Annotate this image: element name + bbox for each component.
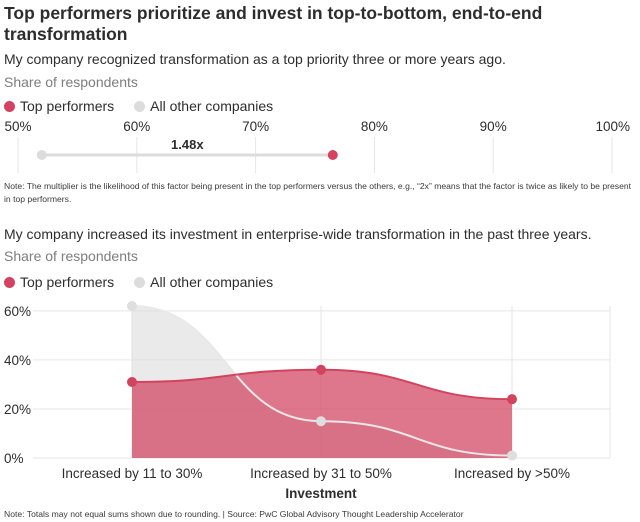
legend-item-other-2: All other companies xyxy=(134,274,273,290)
x-tick-label: 50% xyxy=(4,119,31,134)
legend-swatch-other xyxy=(134,100,146,112)
dumbbell-chart: 50% 60% 70% 80% 90% 100% 1.48x xyxy=(4,119,630,173)
legend-label-top: Top performers xyxy=(20,98,115,114)
legend-item-top-performers-2: Top performers xyxy=(4,274,114,290)
chart1-subtitle: Share of respondents xyxy=(4,74,138,90)
legend-item-top-performers: Top performers xyxy=(4,98,114,114)
legend-label-other: All other companies xyxy=(150,98,274,114)
page-title: Top performers prioritize and invest in … xyxy=(4,3,543,44)
y-tick-label: 60% xyxy=(4,304,31,319)
chart1-legend: Top performers All other companies xyxy=(4,98,293,114)
area-top-performers xyxy=(132,369,512,458)
point-top-performers xyxy=(316,364,326,375)
point-other-companies xyxy=(316,416,326,427)
area-chart: 0% 20% 40% 60% Increased by 11 to 30% Increas… xyxy=(4,301,611,501)
x-tick-label: 70% xyxy=(242,119,269,134)
dot-top-performers xyxy=(327,150,338,160)
footer-note: Note: Totals may not equal sums shown du… xyxy=(4,509,464,519)
legend-swatch-top-2 xyxy=(4,276,15,288)
multiplier-label: 1.48x xyxy=(171,137,204,152)
point-other-companies xyxy=(507,450,517,461)
y-tick-label: 40% xyxy=(4,353,31,368)
dot-other-companies xyxy=(36,150,47,160)
chart2-legend: Top performers All other companies xyxy=(4,274,293,290)
point-other-companies xyxy=(127,301,137,311)
x-tick-label: 100% xyxy=(595,119,630,134)
x-tick-label: 80% xyxy=(361,119,388,134)
point-top-performers xyxy=(127,377,137,387)
legend-swatch-other-2 xyxy=(134,276,146,288)
chart2-subtitle: Share of respondents xyxy=(4,248,138,264)
y-tick-label: 0% xyxy=(4,451,24,466)
chart2-question: My company increased its investment in e… xyxy=(4,226,592,242)
legend-label-top-2: Top performers xyxy=(20,274,115,290)
legend-swatch-top xyxy=(4,100,15,112)
x-axis-title: Investment xyxy=(285,486,357,501)
chart1-question: My company recognized transformation as … xyxy=(4,51,506,67)
x-category-label: Increased by 31 to 50% xyxy=(250,466,392,481)
legend-item-other: All other companies xyxy=(134,98,273,114)
x-category-label: Increased by >50% xyxy=(454,466,570,481)
y-tick-label: 20% xyxy=(4,402,31,417)
x-tick-label: 60% xyxy=(123,119,150,134)
x-category-label: Increased by 11 to 30% xyxy=(62,466,203,481)
point-top-performers xyxy=(507,394,517,405)
x-tick-label: 90% xyxy=(480,119,507,134)
legend-label-other-2: All other companies xyxy=(150,274,274,290)
chart1-note: Note: The multiplier is the likelihood o… xyxy=(4,181,632,204)
